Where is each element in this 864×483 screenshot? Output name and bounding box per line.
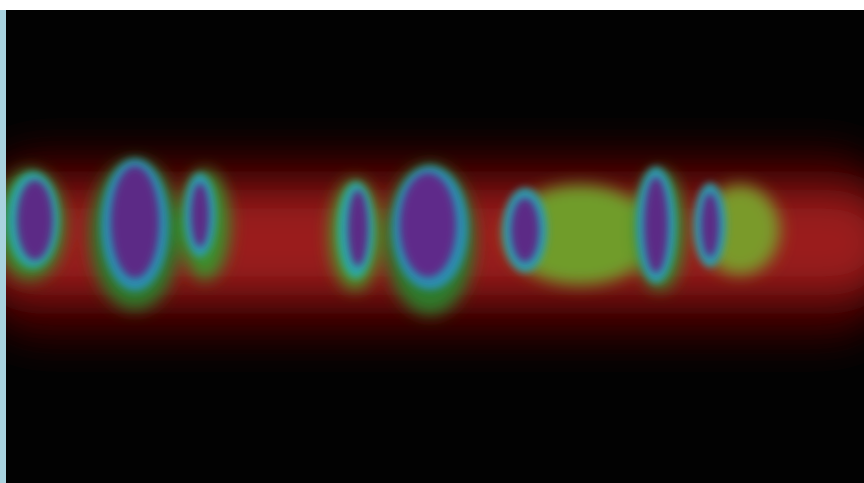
top-margin [0, 0, 864, 10]
micrograph [0, 10, 864, 483]
image [0, 0, 864, 483]
page [0, 0, 864, 483]
left-border [0, 10, 6, 483]
